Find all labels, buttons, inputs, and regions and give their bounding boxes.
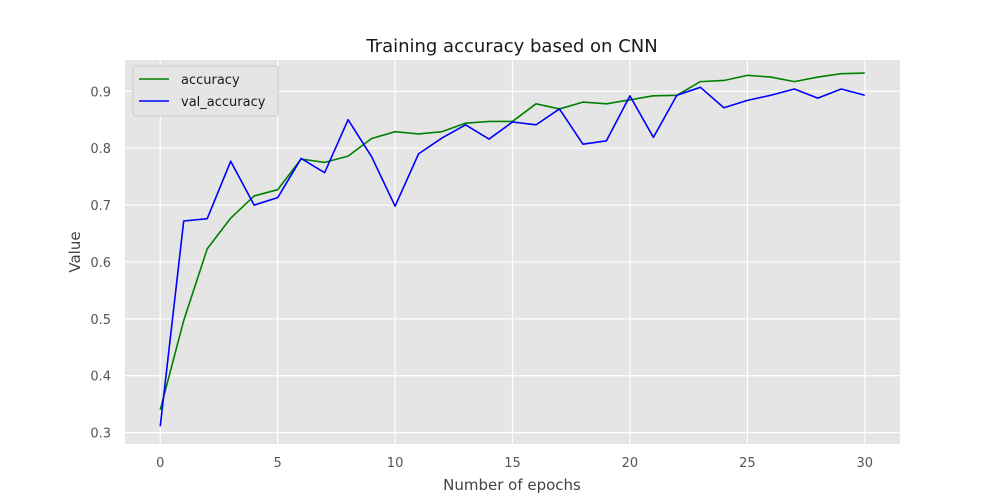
x-tick-label: 10	[387, 456, 404, 471]
y-axis-label: Value	[66, 231, 84, 272]
x-tick-label: 30	[856, 456, 873, 471]
y-tick-label: 0.4	[90, 370, 111, 385]
y-tick-label: 0.3	[90, 427, 111, 442]
chart-title: Training accuracy based on CNN	[365, 36, 657, 57]
x-axis-label: Number of epochs	[443, 476, 581, 494]
y-tick-label: 0.6	[90, 256, 111, 271]
series-line-val_accuracy	[159, 86, 865, 427]
series-layer	[159, 72, 865, 427]
y-tick-label: 0.8	[90, 142, 111, 157]
grid	[125, 60, 900, 444]
y-tick-label: 0.5	[90, 313, 111, 328]
legend-label-accuracy: accuracy	[181, 73, 240, 88]
y-tick-label: 0.7	[90, 199, 111, 214]
legend: accuracy val_accuracy	[132, 65, 279, 117]
x-tick-label: 5	[274, 456, 282, 471]
x-tick-label: 15	[504, 456, 521, 471]
legend-label-val_accuracy: val_accuracy	[181, 95, 266, 110]
x-tick-label: 25	[739, 456, 756, 471]
x-tick-label: 0	[156, 456, 164, 471]
x-tick-label: 20	[622, 456, 639, 471]
legend-box	[132, 65, 279, 117]
y-tick-label: 0.9	[90, 85, 111, 100]
ticks: 0 5 10 15 20 25 30 0.3 0.4 0.5 0.6 0.7 0.8 0.9	[90, 85, 873, 471]
